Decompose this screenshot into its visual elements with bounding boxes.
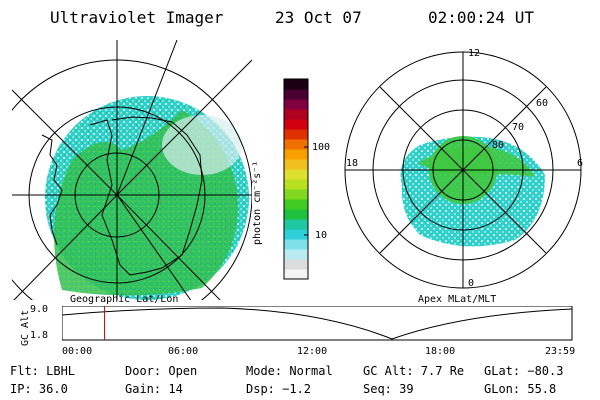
instrument-title: Ultraviolet Imager [50,8,224,27]
right-map-caption: Apex MLat/MLT [418,294,497,305]
xtick-2: 12:00 [297,346,328,357]
colorbar-stripe [284,259,308,270]
mlat-60-label: 60 [536,98,549,109]
geographic-map [12,40,252,300]
colorbar-tick-10: 10 [315,230,328,241]
mode-label: Mode: Normal [246,364,333,378]
mlat-70-label: 70 [512,122,525,133]
xtick-4: 23:59 [545,346,576,357]
colorbar-unit-label: photon cm⁻²s⁻¹ [252,160,263,245]
colorbar-stripe [284,79,308,90]
xtick-0: 00:00 [62,346,93,357]
colorbar-stripe [284,199,308,210]
gain-label: Gain: 14 [125,382,183,396]
colorbar-stripe [284,109,308,120]
time-label: 02:00:24 UT [428,8,534,27]
glat-label: GLat: −80.3 [484,364,564,378]
colorbar-stripe [284,269,308,280]
altitude-plot [62,306,573,341]
mlt-18-label: 18 [346,158,359,169]
magnetic-polar-map [344,51,582,289]
colorbar-stripe [284,169,308,180]
colorbar-stripe [284,209,308,220]
xtick-1: 06:00 [168,346,199,357]
colorbar-stripe [284,189,308,200]
colorbar-stripe [284,99,308,110]
glon-label: GLon: 55.8 [484,382,557,396]
seq-label: Seq: 39 [363,382,414,396]
mlat-80-label: 80 [492,140,505,151]
colorbar-stripe [284,149,308,160]
door-label: Door: Open [125,364,198,378]
colorbar-stripe [284,229,308,240]
colorbar-stripe [284,139,308,150]
colorbar-stripe [284,119,308,130]
mlt-6-label: 6 [577,158,584,169]
colorbar-stripe [284,239,308,250]
dsp-label: Dsp: −1.2 [246,382,312,396]
colorbar-stripe [284,159,308,170]
colorbar-tick-100: 100 [312,142,331,153]
color-scale [283,78,309,280]
colorbar-stripe [284,179,308,190]
date-label: 23 Oct 07 [275,8,362,27]
colorbar-stripe [284,219,308,230]
altitude-ytick-9: 9.0 [30,304,49,315]
gc-alt-label: GC Alt: 7.7 Re [363,364,465,378]
left-map-caption: Geographic Lat/Lon [70,294,179,305]
colorbar-stripe [284,89,308,100]
colorbar-stripe [284,249,308,260]
xtick-3: 18:00 [425,346,456,357]
altitude-ytick-1: 1.8 [30,330,49,341]
mlt-12-label: 12 [468,48,481,59]
colorbar-stripe [284,129,308,140]
flt-label: Flt: LBHL [10,364,76,378]
mlt-0-label: 0 [468,278,475,289]
ip-label: IP: 36.0 [10,382,68,396]
